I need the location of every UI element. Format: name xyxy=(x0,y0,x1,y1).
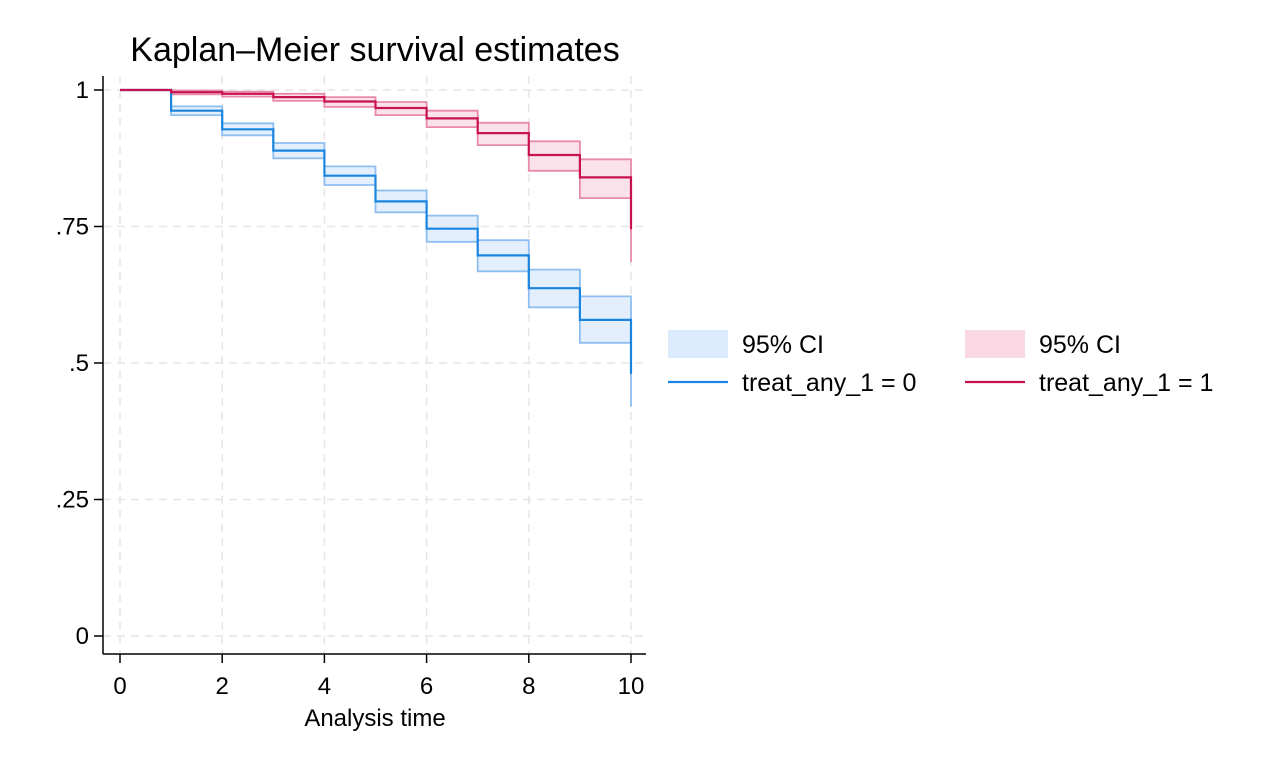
y-tick-label-2: .5 xyxy=(69,350,89,377)
y-ticks: 0 .25 .5 .75 1 xyxy=(56,77,103,650)
y-tick-label-0: 0 xyxy=(76,623,89,650)
x-tick-label-2: 4 xyxy=(318,673,331,700)
series-line-0 xyxy=(120,88,633,374)
legend: 95% CI 95% CI treat_any_1 = 0 treat_any_1 =… xyxy=(668,330,1213,397)
series-line-1 xyxy=(120,88,633,230)
x-tick-label-3: 6 xyxy=(420,673,433,700)
x-tick-label-5: 10 xyxy=(618,673,645,700)
chart-title: Kaplan–Meier survival estimates xyxy=(130,31,619,69)
survival-curves xyxy=(120,88,633,374)
legend-line-label-1: treat_any_1 = 1 xyxy=(1039,369,1213,397)
x-tick-label-1: 2 xyxy=(216,673,229,700)
y-tick-label-4: 1 xyxy=(76,77,89,104)
ci-lower-1 xyxy=(120,89,632,262)
x-tick-label-0: 0 xyxy=(113,673,126,700)
legend-ci-swatch-0 xyxy=(668,330,728,358)
x-axis-label: Analysis time xyxy=(304,705,445,732)
legend-ci-swatch-1 xyxy=(965,330,1025,358)
ci-lower-0 xyxy=(120,89,632,407)
x-ticks: 0 2 4 6 8 10 xyxy=(113,654,644,700)
y-tick-label-3: .75 xyxy=(56,214,89,241)
ci-bands xyxy=(120,89,632,407)
legend-ci-label-0: 95% CI xyxy=(742,331,824,359)
x-tick-label-4: 8 xyxy=(522,673,535,700)
legend-line-label-0: treat_any_1 = 0 xyxy=(742,369,916,397)
ci-band-0 xyxy=(120,90,631,407)
legend-ci-label-1: 95% CI xyxy=(1039,331,1121,359)
axes xyxy=(102,76,646,655)
y-tick-label-1: .25 xyxy=(56,487,89,514)
